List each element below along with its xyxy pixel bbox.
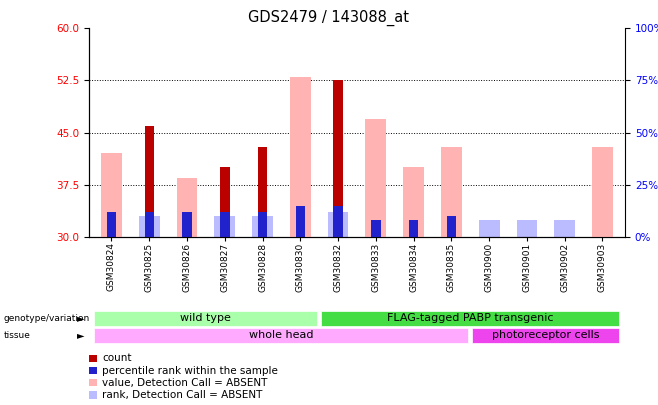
Text: photoreceptor cells: photoreceptor cells [492,330,599,340]
Text: genotype/variation: genotype/variation [3,314,89,323]
Bar [290,212,311,237]
Bar [176,178,197,237]
Bar [334,206,343,237]
Bar [365,220,386,237]
Bar [145,212,154,237]
Bar [258,147,267,237]
Bar [328,212,349,237]
Bar [139,216,160,237]
Bar [554,220,575,237]
Bar [403,167,424,237]
Text: percentile rank within the sample: percentile rank within the sample [103,366,278,375]
Bar [371,220,380,237]
Bar [295,206,305,237]
Bar [441,147,462,237]
Text: tissue: tissue [3,331,30,340]
Text: FLAG-tagged PABP transgenic: FLAG-tagged PABP transgenic [387,313,553,323]
Bar [145,126,154,237]
Bar [101,153,122,237]
Bar [215,216,235,237]
Bar [517,220,538,237]
Bar [258,212,267,237]
Text: wild type: wild type [180,313,232,323]
Bar [252,216,273,237]
Text: ►: ► [78,330,85,340]
Text: rank, Detection Call = ABSENT: rank, Detection Call = ABSENT [103,390,263,400]
Bar [447,216,456,237]
Text: GDS2479 / 143088_at: GDS2479 / 143088_at [249,10,409,26]
Bar [334,81,343,237]
Text: whole head: whole head [249,330,314,340]
Bar [220,212,230,237]
Bar [365,119,386,237]
Bar [182,212,191,237]
Text: count: count [103,354,132,363]
Bar [403,220,424,237]
Bar [592,216,613,237]
Bar [101,216,122,237]
Bar [479,220,499,237]
Bar [290,77,311,237]
Text: ►: ► [78,313,85,323]
Bar [176,216,197,237]
Text: value, Detection Call = ABSENT: value, Detection Call = ABSENT [103,378,268,388]
Bar [220,167,230,237]
Bar [441,212,462,237]
Bar [592,147,613,237]
Bar [107,212,116,237]
Bar [409,220,418,237]
